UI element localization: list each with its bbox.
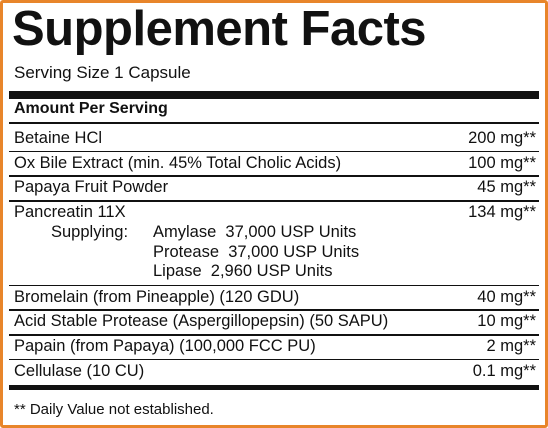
supplying-label: Supplying: bbox=[51, 223, 129, 242]
nutrient-name: Ox Bile Extract (min. 45% Total Cholic A… bbox=[14, 153, 342, 172]
supplying-item: Amylase 37,000 USP Units bbox=[153, 223, 357, 242]
nutrient-amount: 200 mg** bbox=[468, 129, 536, 147]
nutrient-amount: 10 mg** bbox=[477, 312, 536, 331]
rule bbox=[9, 150, 539, 153]
rule bbox=[9, 358, 539, 361]
thick-rule bbox=[9, 91, 539, 99]
rule bbox=[9, 122, 539, 124]
serving-size: Serving Size 1 Capsule bbox=[14, 63, 191, 82]
nutrient-amount: 100 mg** bbox=[468, 153, 536, 172]
nutrient-amount: 134 mg** bbox=[468, 203, 536, 222]
nutrient-amount: 40 mg** bbox=[477, 287, 536, 306]
nutrient-name: Papaya Fruit Powder bbox=[14, 178, 169, 197]
nutrient-name: Cellulase (10 CU) bbox=[14, 361, 145, 380]
rule bbox=[9, 334, 539, 336]
footnote: ** Daily Value not established. bbox=[14, 401, 214, 418]
rule bbox=[9, 309, 539, 311]
nutrient-name: Pancreatin 11X bbox=[14, 203, 126, 222]
rule bbox=[9, 284, 539, 287]
nutrient-name: Papain (from Papaya) (100,000 FCC PU) bbox=[14, 337, 316, 355]
supplying-item: Protease 37,000 USP Units bbox=[153, 242, 360, 261]
nutrient-name: Acid Stable Protease (Aspergillopepsin) … bbox=[14, 312, 389, 331]
nutrient-amount: 0.1 mg** bbox=[472, 361, 536, 380]
nutrient-name: Betaine HCl bbox=[14, 129, 103, 147]
nutrient-amount: 45 mg** bbox=[477, 178, 536, 197]
nutrient-name: Bromelain (from Pineapple) (120 GDU) bbox=[14, 287, 300, 306]
rule bbox=[9, 200, 539, 202]
nutrient-amount: 2 mg** bbox=[486, 337, 536, 355]
title: Supplement Facts bbox=[12, 2, 427, 56]
thick-rule bbox=[9, 385, 539, 390]
amount-header: Amount Per Serving bbox=[14, 100, 168, 117]
rule bbox=[9, 175, 539, 177]
supplying-item: Lipase 2,960 USP Units bbox=[153, 262, 333, 281]
